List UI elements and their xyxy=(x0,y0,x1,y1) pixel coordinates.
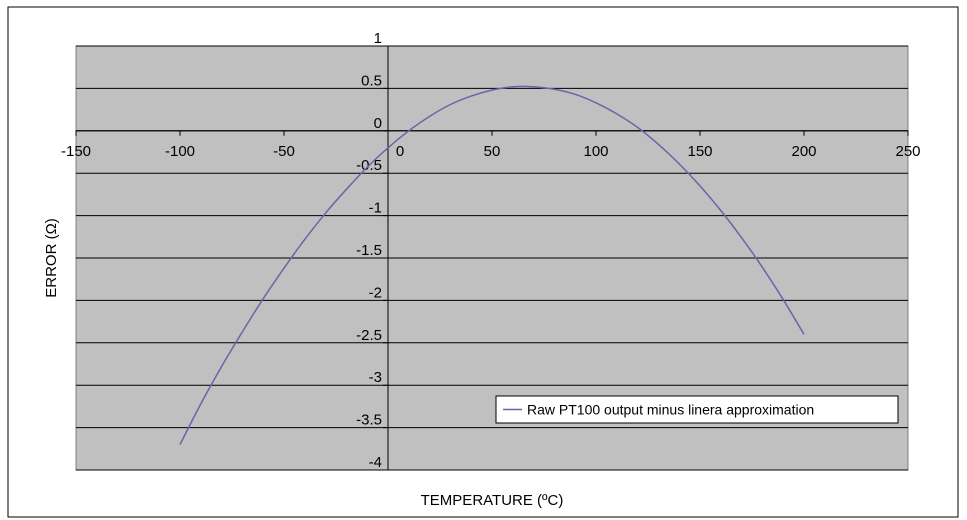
y-tick-label: 1 xyxy=(374,30,382,47)
x-tick-label: 250 xyxy=(895,143,920,160)
y-tick-label: -2.5 xyxy=(356,327,382,344)
x-tick-label: -50 xyxy=(273,143,295,160)
tick-labels: -150 -100 -50 0 50 100 150 200 25010.50-0.5-1-1.… xyxy=(61,30,921,471)
legend-box xyxy=(495,395,899,424)
y-tick-label: 0.5 xyxy=(361,72,382,89)
y-tick-label: -3 xyxy=(369,369,382,386)
axes xyxy=(75,45,909,471)
series-line xyxy=(179,85,805,445)
y-tick-label: -1 xyxy=(369,200,382,217)
x-tick-label: 100 xyxy=(583,143,608,160)
y-tick-label: -4 xyxy=(369,454,382,471)
legend-label: Raw PT100 output minus linera approximat… xyxy=(527,402,814,418)
x-tick-label: 150 xyxy=(687,143,712,160)
y-axis-title: ERROR (Ω) xyxy=(43,218,60,298)
x-tick-label: 200 xyxy=(791,143,816,160)
y-tick-label: -1.5 xyxy=(356,242,382,259)
x-tick-label: -150 xyxy=(61,143,91,160)
x-tick-label: -100 xyxy=(165,143,195,160)
x-axis-title: TEMPERATURE (ºC) xyxy=(421,492,564,509)
x-tick-label: 0 xyxy=(396,143,404,160)
x-tick-label: 50 xyxy=(484,143,501,160)
y-tick-label: -3.5 xyxy=(356,412,382,429)
legend: Raw PT100 output minus linera approximat… xyxy=(495,395,899,424)
y-tick-label: -2 xyxy=(369,284,382,301)
y-tick-label: 0 xyxy=(374,115,382,132)
series-layer xyxy=(179,85,805,445)
